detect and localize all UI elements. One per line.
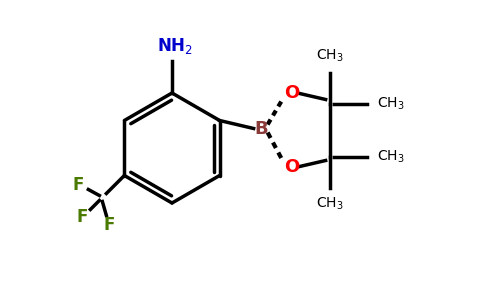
Text: B: B [255,119,269,137]
Text: CH$_3$: CH$_3$ [377,148,404,165]
Text: F: F [73,176,84,194]
Text: CH$_3$: CH$_3$ [316,196,344,212]
Text: F: F [104,215,115,233]
Text: F: F [76,208,88,226]
Text: NH$_2$: NH$_2$ [157,36,193,56]
Text: CH$_3$: CH$_3$ [377,95,404,112]
Text: CH$_3$: CH$_3$ [316,48,344,64]
Text: O: O [284,158,299,175]
Text: O: O [284,85,299,103]
